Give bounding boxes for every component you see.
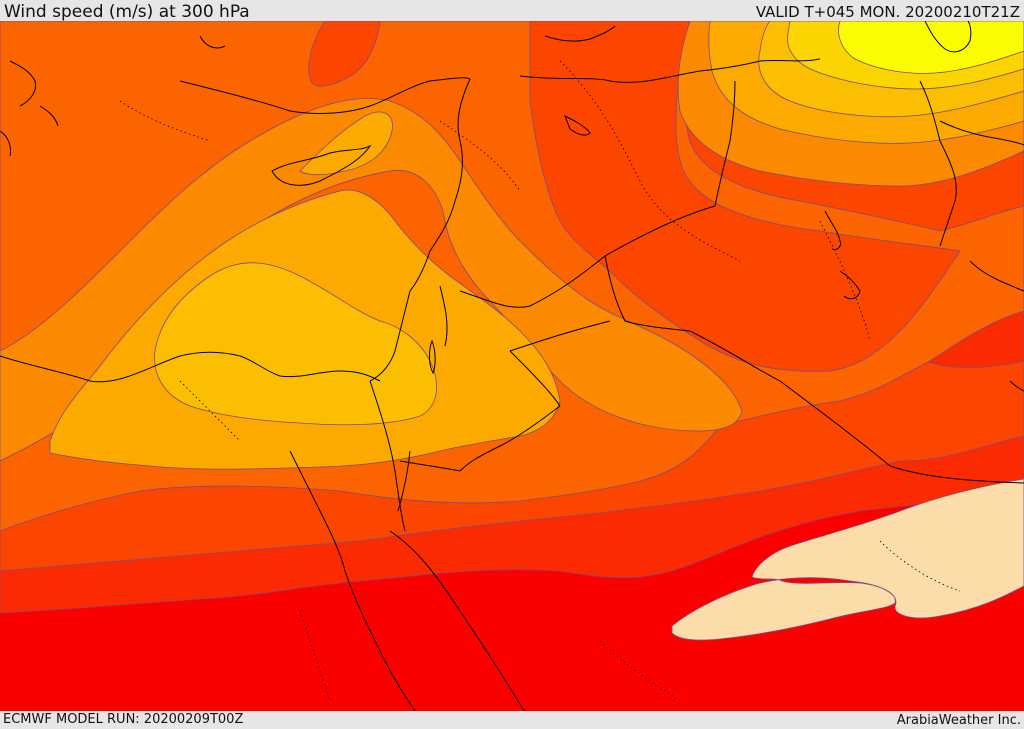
dotted-borders	[119, 60, 961, 702]
band-red-orange-jet	[529, 21, 961, 372]
model-run-label: ECMWF MODEL RUN: 20200209T00Z	[3, 712, 244, 727]
header-bar: Wind speed (m/s) at 300 hPa VALID T+045 …	[0, 0, 1024, 22]
map-title: Wind speed (m/s) at 300 hPa	[4, 2, 250, 22]
band-red-orange-aegean	[308, 21, 381, 87]
band-amber-small	[299, 111, 393, 176]
band-light-orange	[0, 98, 743, 462]
band-yellow-ne	[838, 21, 1024, 74]
band-weakest	[671, 478, 1024, 641]
wind-speed-map	[0, 21, 1024, 711]
coastlines-and-borders	[0, 21, 1024, 711]
valid-time: VALID T+045 MON. 20200210T21Z	[755, 3, 1020, 21]
credit-label: ArabiaWeather Inc.	[896, 713, 1021, 728]
footer-bar: ECMWF MODEL RUN: 20200209T00Z ArabiaWeat…	[0, 711, 1024, 729]
